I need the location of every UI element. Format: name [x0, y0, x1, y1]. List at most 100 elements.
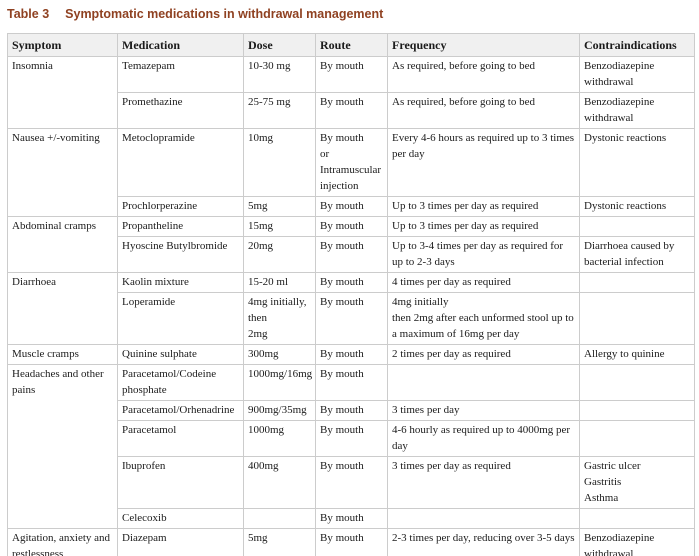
contraindications-cell	[579, 216, 695, 237]
frequency-cell: As required, before going to bed	[387, 56, 580, 93]
route-cell: By mouth	[315, 216, 388, 237]
dose-cell: 10-30 mg	[243, 56, 316, 93]
route-cell: By mouth	[315, 344, 388, 365]
frequency-cell: Up to 3 times per day as required	[387, 196, 580, 217]
medication-cell: Loperamide	[117, 292, 244, 345]
col-header-symptom: Symptom	[7, 33, 118, 57]
dose-cell: 5mg	[243, 196, 316, 217]
dose-cell: 1000mg/16mg	[243, 364, 316, 401]
table-row: Paracetamol 1000mg By mouth 4-6 hourly as r…	[8, 420, 695, 457]
dose-cell: 10mg	[243, 128, 316, 197]
medication-cell: Ibuprofen	[117, 456, 244, 509]
table-caption-label: Table 3	[7, 7, 50, 21]
route-cell: By mouth	[315, 508, 388, 529]
route-cell: By mouth	[315, 420, 388, 457]
medication-cell: Prochlorperazine	[117, 196, 244, 217]
route-cell: By mouth	[315, 292, 388, 345]
route-cell: By mouth	[315, 528, 388, 556]
frequency-cell: 4-6 hourly as required up to 4000mg per …	[387, 420, 580, 457]
col-header-medication: Medication	[117, 33, 244, 57]
medication-cell: Temazepam	[117, 56, 244, 93]
contraindications-cell	[579, 400, 695, 421]
frequency-cell	[387, 364, 580, 401]
medication-cell: Paracetamol/Orhenadrine	[117, 400, 244, 421]
table-row: Celecoxib By mouth	[8, 508, 695, 529]
table-row: Prochlorperazine 5mg By mouth Up to 3 times…	[8, 196, 695, 217]
route-cell: By mouth	[315, 236, 388, 273]
col-header-frequency: Frequency	[387, 33, 580, 57]
table-row: Diarrhoea Kaolin mixture 15-20 ml By mouth 4…	[7, 272, 695, 345]
col-header-dose: Dose	[243, 33, 316, 57]
route-cell: By mouth	[315, 456, 388, 509]
medication-cell: Paracetamol/Codeine phosphate	[117, 364, 244, 401]
contraindications-cell: Benzodiazepine withdrawal	[579, 56, 695, 93]
symptom-cell: Muscle cramps	[7, 344, 118, 365]
col-header-route: Route	[315, 33, 388, 57]
table-row: Promethazine 25-75 mg By mouth As required,…	[8, 92, 695, 129]
table-caption-text: Symptomatic medications in withdrawal ma…	[65, 7, 384, 21]
table-row: Muscle cramps Quinine sulphate 300mg By mou…	[7, 344, 695, 365]
contraindications-cell: Dystonic reactions	[579, 128, 695, 197]
route-cell: By mouth	[315, 400, 388, 421]
frequency-cell: 3 times per day	[387, 400, 580, 421]
route-cell: By mouth	[315, 196, 388, 217]
frequency-cell: 2 times per day as required	[387, 344, 580, 365]
dose-cell: 5mg	[243, 528, 316, 556]
table-row: Headaches and other pains Paracetamol/Cod…	[7, 364, 695, 529]
dose-cell: 25-75 mg	[243, 92, 316, 129]
medication-cell: Paracetamol	[117, 420, 244, 457]
frequency-cell: 4mg initially then 2mg after each unform…	[387, 292, 580, 345]
frequency-cell	[387, 508, 580, 529]
route-cell: By mouth or Intramuscular injection	[315, 128, 388, 197]
route-cell: By mouth	[315, 364, 388, 401]
symptom-cell: Abdominal cramps	[7, 216, 118, 273]
medication-cell: Diazepam	[117, 528, 244, 556]
col-header-contraindications: Contraindications	[579, 33, 695, 57]
route-cell: By mouth	[315, 272, 388, 293]
dose-cell: 400mg	[243, 456, 316, 509]
table-row: Ibuprofen 400mg By mouth 3 times per day as…	[8, 456, 695, 509]
contraindications-cell	[579, 364, 695, 401]
table-caption: Table 3 Symptomatic medications in withdr…	[7, 7, 694, 22]
contraindications-cell: Diarrhoea caused by bacterial infection	[579, 236, 695, 273]
frequency-cell: As required, before going to bed	[387, 92, 580, 129]
contraindications-cell: Benzodiazepine withdrawal	[579, 528, 695, 556]
contraindications-cell: Dystonic reactions	[579, 196, 695, 217]
route-cell: By mouth	[315, 56, 388, 93]
dose-cell: 15-20 ml	[243, 272, 316, 293]
medications-table: Symptom Medication Dose Route Frequency …	[7, 33, 695, 556]
symptom-cell: Agitation, anxiety and restlessness	[7, 528, 118, 556]
frequency-cell: Up to 3-4 times per day as required for …	[387, 236, 580, 273]
contraindications-cell: Gastric ulcer Gastritis Asthma	[579, 456, 695, 509]
dose-cell: 15mg	[243, 216, 316, 237]
contraindications-cell	[579, 272, 695, 293]
contraindications-cell: Benzodiazepine withdrawal	[579, 92, 695, 129]
dose-cell: 1000mg	[243, 420, 316, 457]
dose-cell: 300mg	[243, 344, 316, 365]
table-row: Abdominal cramps Propantheline 15mg By mout…	[7, 216, 695, 273]
dose-cell: 900mg/35mg	[243, 400, 316, 421]
header-row: Symptom Medication Dose Route Frequency …	[7, 33, 695, 57]
table-row: Paracetamol/Orhenadrine 900mg/35mg By mout…	[8, 400, 695, 421]
symptom-cell: Headaches and other pains	[7, 364, 118, 529]
symptom-cell: Nausea +/-vomiting	[7, 128, 118, 217]
table-row: Insomnia Temazepam 10-30 mg By mouth As requ…	[7, 56, 695, 129]
medication-cell: Metoclopramide	[117, 128, 244, 197]
medication-cell: Quinine sulphate	[117, 344, 244, 365]
contraindications-cell	[579, 508, 695, 529]
symptom-cell: Insomnia	[7, 56, 118, 129]
table-row: Loperamide 4mg initially, then 2mg By mout…	[8, 292, 695, 345]
medication-cell: Celecoxib	[117, 508, 244, 529]
frequency-cell: 4 times per day as required	[387, 272, 580, 293]
dose-cell	[243, 508, 316, 529]
dose-cell: 4mg initially, then 2mg	[243, 292, 316, 345]
frequency-cell: Every 4-6 hours as required up to 3 time…	[387, 128, 580, 197]
frequency-cell: 2-3 times per day, reducing over 3-5 day…	[387, 528, 580, 556]
symptom-cell: Diarrhoea	[7, 272, 118, 345]
medication-cell: Kaolin mixture	[117, 272, 244, 293]
frequency-cell: 3 times per day as required	[387, 456, 580, 509]
table-row: Agitation, anxiety and restlessness Diaze…	[7, 528, 695, 556]
dose-cell: 20mg	[243, 236, 316, 273]
contraindications-cell	[579, 420, 695, 457]
